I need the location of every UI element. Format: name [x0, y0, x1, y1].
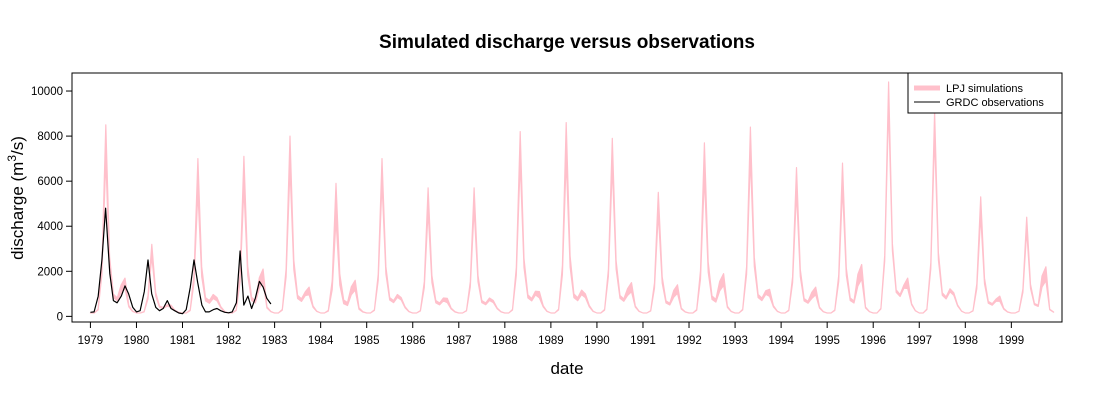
- y-axis-label-superscript: 3: [5, 155, 19, 162]
- x-tick-label-1979: 1979: [78, 335, 104, 347]
- x-tick-label-1981: 1981: [170, 335, 196, 347]
- x-tick-label-1986: 1986: [400, 335, 426, 347]
- lpj-simulation-series: [89, 81, 1055, 314]
- x-tick-label-1999: 1999: [999, 335, 1025, 347]
- x-tick-label-1998: 1998: [953, 335, 979, 347]
- legend: LPJ simulations GRDC observations: [907, 72, 1063, 114]
- legend-label-lpj: LPJ simulations: [946, 83, 1024, 95]
- grdc-observation-series: [90, 207, 272, 315]
- y-tick-label-0: 0: [57, 311, 63, 323]
- legend-label-grdc: GRDC observations: [946, 97, 1044, 109]
- chart-title: Simulated discharge versus observations: [379, 32, 755, 53]
- x-axis-label: date: [550, 359, 583, 378]
- y-tick-label-10000: 10000: [31, 86, 63, 98]
- legend-box: [907, 72, 1063, 114]
- x-tick-label-1989: 1989: [538, 335, 564, 347]
- x-tick-label-1994: 1994: [768, 335, 794, 347]
- x-tick-label-1980: 1980: [124, 335, 150, 347]
- x-axis: 1979 1980 1981 1982 1983 1984 1985 1986 1987 1988…: [78, 321, 1025, 347]
- lpj-simulation-band: [89, 81, 1055, 314]
- x-tick-label-1983: 1983: [262, 335, 288, 347]
- y-axis: 0 2000 4000 6000 8000 10000: [31, 86, 72, 323]
- x-tick-label-1985: 1985: [354, 335, 380, 347]
- y-axis-label-suffix: /s): [8, 136, 27, 155]
- x-tick-label-1991: 1991: [630, 335, 656, 347]
- x-tick-label-1988: 1988: [492, 335, 518, 347]
- y-tick-label-8000: 8000: [37, 131, 63, 143]
- x-tick-label-1997: 1997: [906, 335, 932, 347]
- x-tick-label-1993: 1993: [722, 335, 748, 347]
- x-tick-label-1992: 1992: [676, 335, 702, 347]
- x-tick-label-1987: 1987: [446, 335, 472, 347]
- x-tick-label-1990: 1990: [584, 335, 610, 347]
- y-tick-label-6000: 6000: [37, 176, 63, 188]
- x-tick-label-1995: 1995: [814, 335, 840, 347]
- x-tick-label-1984: 1984: [308, 335, 334, 347]
- x-tick-label-1996: 1996: [860, 335, 886, 347]
- y-axis-label: discharge (m3/s): [5, 136, 27, 260]
- y-axis-label-prefix: discharge (m: [8, 162, 27, 260]
- grdc-observation-line: [90, 207, 272, 315]
- y-tick-label-2000: 2000: [37, 266, 63, 278]
- x-tick-label-1982: 1982: [216, 335, 242, 347]
- y-tick-label-4000: 4000: [37, 221, 63, 233]
